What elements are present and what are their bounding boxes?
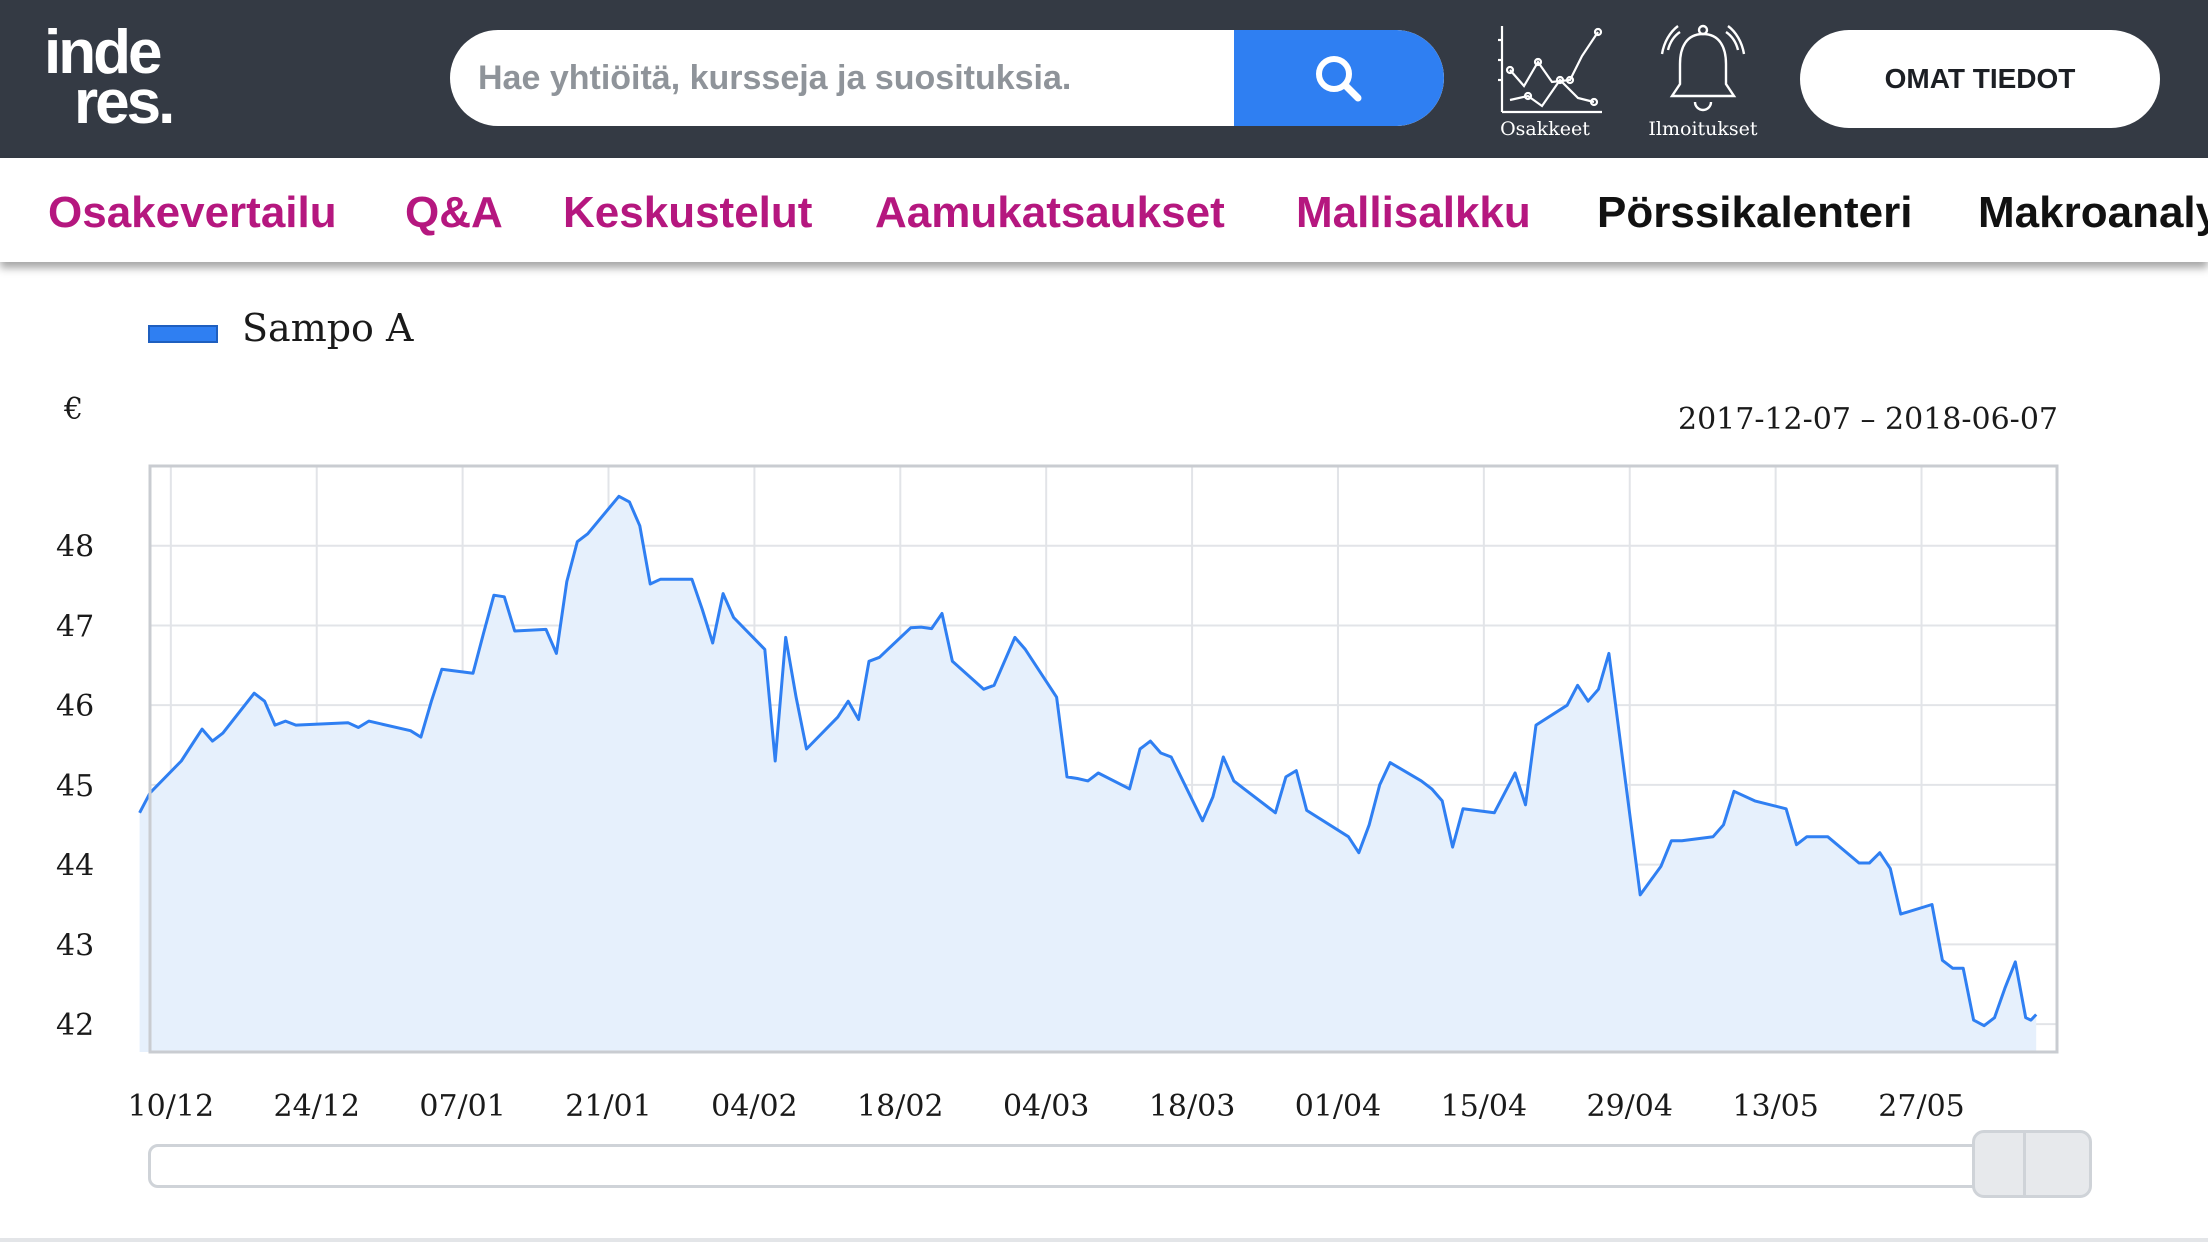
y-tick-label: 47: [56, 609, 94, 644]
x-tick-label: 21/01: [565, 1089, 651, 1124]
range-scrollbar[interactable]: [148, 1144, 2092, 1188]
bottom-divider: [0, 1238, 2208, 1242]
osakkeet-button[interactable]: Osakkeet: [1480, 20, 1610, 144]
logo-line-1: inde: [44, 18, 162, 87]
y-tick-label: 46: [56, 689, 94, 724]
inderes-logo[interactable]: inde res.: [44, 18, 244, 134]
x-tick-label: 18/03: [1149, 1089, 1235, 1124]
search-button[interactable]: [1234, 30, 1444, 126]
logo-line-2: res.: [74, 68, 175, 137]
ilmoitukset-button[interactable]: Ilmoitukset: [1638, 20, 1768, 144]
nav-item-makroanalyysi[interactable]: Makroanalyysi: [1978, 188, 2208, 237]
omat-tiedot-button[interactable]: OMAT TIEDOT: [1800, 30, 2160, 128]
bell-icon: [1660, 24, 1746, 112]
main-navigation: Osakevertailu Q&A Keskustelut Aamukatsau…: [0, 158, 2208, 262]
plot-frame: [148, 464, 2059, 1054]
nav-item-qa[interactable]: Q&A: [405, 188, 503, 237]
y-tick-label: 42: [56, 1008, 94, 1043]
y-tick-label: 48: [56, 530, 94, 565]
x-tick-label: 04/02: [711, 1089, 797, 1124]
x-tick-label: 24/12: [273, 1089, 359, 1124]
x-tick-label: 13/05: [1732, 1089, 1818, 1124]
x-tick-label: 04/03: [1003, 1089, 1089, 1124]
series-line-sampo-a: [138, 494, 2038, 1028]
nav-item-osakevertailu[interactable]: Osakevertailu: [48, 188, 337, 237]
y-tick-label: 43: [56, 928, 94, 963]
nav-item-porssikalenteri[interactable]: Pörssikalenteri: [1597, 188, 1913, 237]
x-tick-label: 18/02: [857, 1089, 943, 1124]
search-input[interactable]: [450, 30, 1230, 126]
series-area-sampo-a: [139, 496, 2037, 1052]
y-tick-label: 45: [56, 769, 94, 804]
y-axis-unit: €: [64, 392, 84, 427]
x-tick-label: 27/05: [1878, 1089, 1964, 1124]
x-tick-label: 10/12: [128, 1089, 214, 1124]
search-icon: [1316, 56, 1362, 102]
ilmoitukset-label: Ilmoitukset: [1648, 118, 1758, 140]
x-tick-label: 15/04: [1441, 1089, 1527, 1124]
x-tick-label: 01/04: [1295, 1089, 1381, 1124]
search-bar: [450, 30, 1444, 126]
nav-item-keskustelut[interactable]: Keskustelut: [563, 188, 813, 237]
x-tick-label: 29/04: [1587, 1089, 1673, 1124]
date-range-label: 2017-12-07 – 2018-06-07: [1677, 402, 2058, 437]
osakkeet-label: Osakkeet: [1500, 118, 1590, 140]
nav-item-mallisalkku[interactable]: Mallisalkku: [1296, 188, 1531, 237]
legend-label[interactable]: Sampo A: [242, 306, 414, 350]
range-scrollbar-handle[interactable]: [1972, 1130, 2092, 1198]
nav-item-aamukatsaukset[interactable]: Aamukatsaukset: [875, 188, 1225, 237]
x-tick-label: 07/01: [419, 1089, 505, 1124]
y-tick-label: 44: [56, 849, 94, 884]
legend-swatch: [148, 325, 218, 343]
stock-chart-icon: [1498, 26, 1603, 114]
handle-grip: [2023, 1133, 2026, 1195]
price-chart[interactable]: 10/12 24/12 07/01 21/01 04/02 18/02 04/03 18/03…: [0, 440, 2208, 1130]
top-bar: inde res. Osakkeet: [0, 0, 2208, 158]
